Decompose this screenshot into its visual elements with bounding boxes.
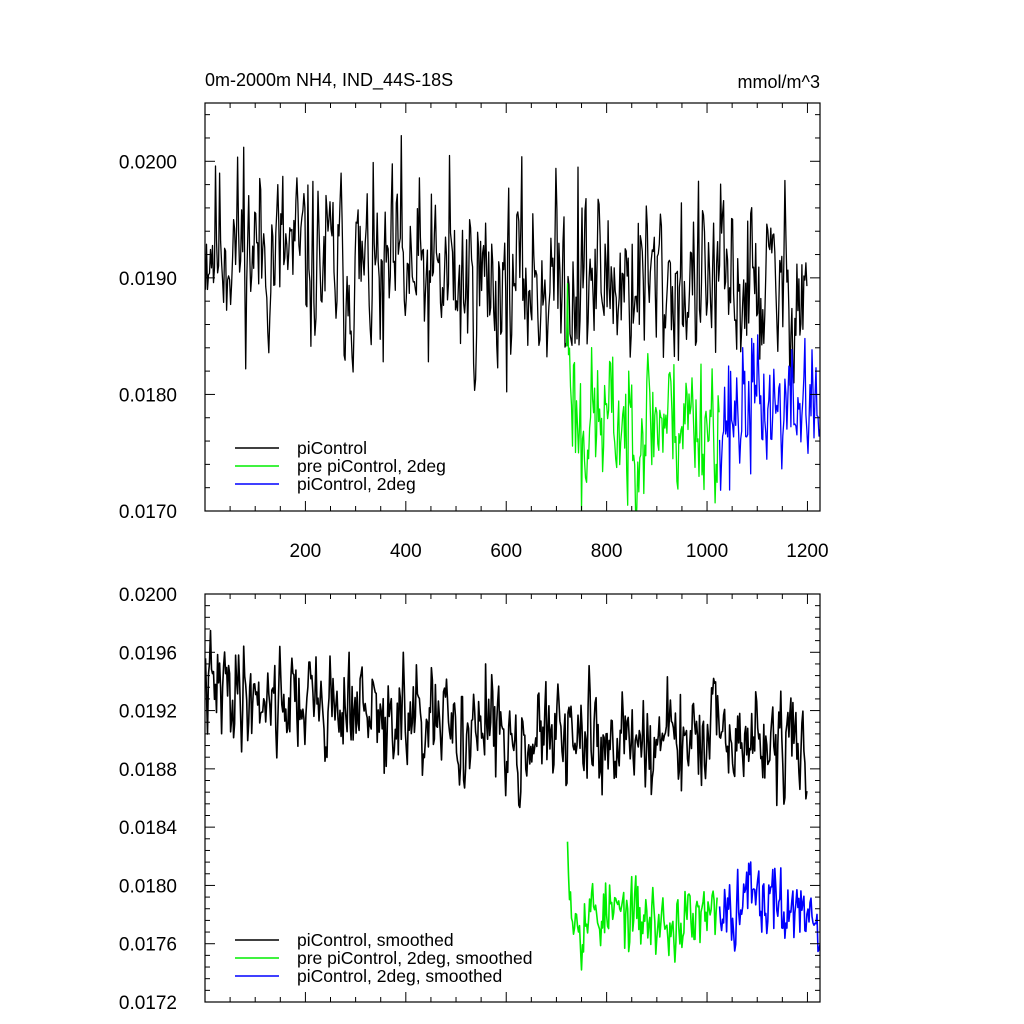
series-line-1 xyxy=(205,629,808,809)
legend-label: piControl xyxy=(297,438,367,458)
x-tick-label: 1200 xyxy=(786,541,828,562)
y-tick-label: 0.0184 xyxy=(119,818,178,839)
axis-ticks xyxy=(205,593,820,1003)
legend-label: piControl, 2deg, smoothed xyxy=(297,966,502,986)
units-label: mmol/m^3 xyxy=(738,72,820,92)
series-line-2 xyxy=(565,283,720,511)
y-tick-label: 0.0172 xyxy=(119,993,177,1014)
legend-label: piControl, 2deg xyxy=(297,474,416,494)
bottom-panel: 0.0172 0.0176 0.0180 0.0184 0.0188 0.0192 0.01… xyxy=(119,585,821,1014)
x-tick-label: 400 xyxy=(390,541,422,562)
series-line-3 xyxy=(718,334,820,491)
y-tick-label: 0.0200 xyxy=(119,152,177,173)
legend-label: pre piControl, 2deg xyxy=(297,456,446,476)
top-panel: 0.0170 0.0180 0.0190 0.0200 200 400 600 800 1000… xyxy=(119,102,829,562)
series-line-2 xyxy=(566,841,718,971)
y-tick-label: 0.0170 xyxy=(119,502,177,523)
x-tick-label: 1000 xyxy=(686,541,728,562)
x-tick-label: 800 xyxy=(591,541,623,562)
y-tick-label: 0.0190 xyxy=(119,269,177,290)
y-tick-label: 0.0192 xyxy=(119,702,177,723)
x-tick-label: 600 xyxy=(490,541,522,562)
series-line-1 xyxy=(205,134,808,393)
y-tick-label: 0.0200 xyxy=(119,585,177,606)
legend-label: piControl, smoothed xyxy=(297,930,454,950)
plot-frame xyxy=(204,593,821,1003)
chart-title: 0m-2000m NH4, IND_44S-18S xyxy=(205,70,453,91)
legend-label: pre piControl, 2deg, smoothed xyxy=(297,948,532,968)
y-tick-label: 0.0180 xyxy=(119,385,177,406)
y-tick-label: 0.0176 xyxy=(119,935,177,956)
plot-frame xyxy=(204,102,821,512)
y-tick-label: 0.0188 xyxy=(119,760,177,781)
y-tick-label: 0.0196 xyxy=(119,643,177,664)
y-tick-label: 0.0180 xyxy=(119,876,177,897)
axis-ticks xyxy=(205,103,820,512)
x-tick-label: 200 xyxy=(290,541,322,562)
series-line-3 xyxy=(718,861,820,953)
